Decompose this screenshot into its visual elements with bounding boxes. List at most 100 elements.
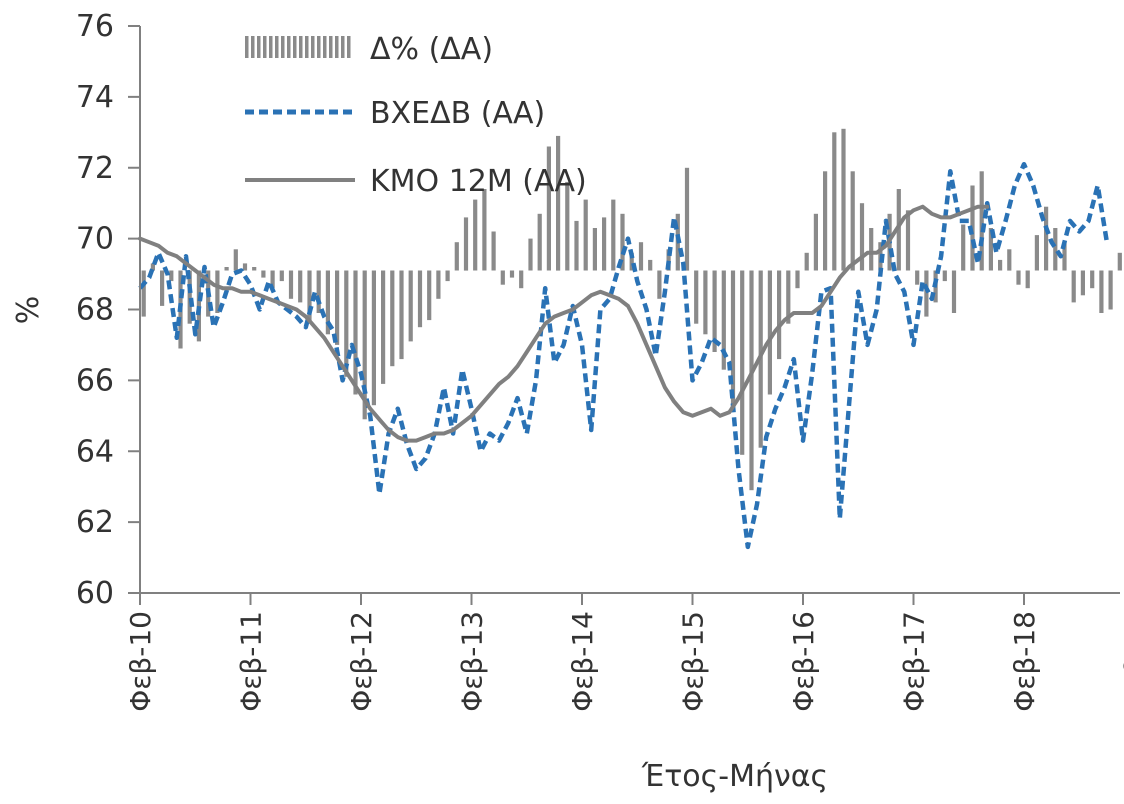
bar-mark: [1118, 253, 1122, 271]
bar-mark: [482, 189, 486, 271]
bar-mark: [1081, 271, 1085, 296]
legend-label: Δ% (ΔΑ): [370, 32, 493, 67]
bar-mark: [1099, 271, 1103, 314]
bar-mark: [446, 271, 450, 282]
x-tick-label: Φεβ-10: [124, 611, 157, 712]
bar-mark: [694, 271, 698, 324]
legend-swatch-stripe: [317, 36, 321, 58]
legend-swatch-stripe: [269, 36, 273, 58]
legend-swatch-stripe: [281, 36, 285, 58]
bar-mark: [795, 271, 799, 289]
bar-mark: [943, 271, 947, 282]
legend-swatch-stripe: [341, 36, 345, 58]
x-tick-label: Φεβ-19: [1119, 611, 1124, 712]
bar-mark: [418, 271, 422, 328]
y-tick-label: 62: [76, 505, 114, 540]
bar-mark: [344, 271, 348, 377]
bar-mark: [1072, 271, 1076, 303]
bar-mark: [648, 260, 652, 271]
y-tick-label: 68: [76, 293, 114, 328]
bar-mark: [1026, 271, 1030, 289]
bar-mark: [261, 271, 265, 278]
bar-mark: [225, 267, 229, 271]
bar-mark: [556, 136, 560, 271]
y-tick-label: 74: [76, 80, 114, 115]
bar-mark: [353, 271, 357, 395]
legend-swatch-stripe: [299, 36, 303, 58]
bar-mark: [584, 200, 588, 271]
bar-mark: [390, 271, 394, 367]
bar-mark: [455, 242, 459, 270]
bar-mark: [1044, 207, 1048, 271]
bar-mark: [1109, 271, 1113, 310]
bar-mark: [1090, 271, 1094, 289]
bar-mark: [841, 129, 845, 271]
bar-mark: [317, 271, 321, 314]
y-tick-label: 72: [76, 151, 114, 186]
bar-mark: [602, 217, 606, 270]
bar-mark: [1053, 228, 1057, 271]
y-tick-label: 76: [76, 9, 114, 44]
bar-mark: [160, 271, 164, 306]
legend-swatch-bar: [245, 36, 351, 58]
bar-mark: [501, 271, 505, 285]
bar-mark: [519, 271, 523, 289]
x-tick-label: Φεβ-16: [787, 611, 820, 712]
legend-swatch-stripe: [293, 36, 297, 58]
bar-mark: [832, 132, 836, 270]
bar-mark: [657, 271, 661, 299]
bar-mark: [915, 271, 919, 285]
bar-mark: [436, 271, 440, 299]
y-axis-title: %: [11, 296, 46, 325]
legend-swatch-stripe: [335, 36, 339, 58]
x-tick-label: Φεβ-18: [1008, 611, 1041, 712]
bar-mark: [805, 253, 809, 271]
bar-mark: [961, 225, 965, 271]
y-tick-label: 70: [76, 222, 114, 257]
bar-mark: [1016, 271, 1020, 285]
legend-swatch-stripe: [347, 36, 351, 58]
bar-mark: [528, 239, 532, 271]
bar-mark: [243, 263, 247, 270]
bar-mark: [639, 242, 643, 270]
x-tick-label: Φεβ-15: [677, 611, 710, 712]
legend-swatch-stripe: [251, 36, 255, 58]
bar-mark: [280, 271, 284, 282]
legend-swatch-stripe: [305, 36, 309, 58]
bar-mark: [142, 271, 146, 317]
x-tick-label: Φεβ-11: [235, 611, 268, 712]
y-tick-label: 64: [76, 434, 114, 469]
x-tick-label: Φεβ-12: [345, 611, 378, 712]
y-tick-label: 66: [76, 363, 114, 398]
bar-mark: [464, 217, 468, 270]
bar-mark: [703, 271, 707, 335]
bar-mark: [906, 210, 910, 270]
bar-mark: [372, 271, 376, 406]
x-tick-label: Φεβ-14: [566, 611, 599, 712]
bar-mark: [998, 260, 1002, 271]
x-axis-title: Έτος-Μήνας: [641, 759, 828, 794]
bar-mark: [307, 271, 311, 324]
bar-mark: [851, 171, 855, 270]
x-tick-label: Φεβ-13: [456, 611, 489, 712]
legend-swatch-stripe: [275, 36, 279, 58]
bar-mark: [510, 271, 514, 278]
legend-swatch-stripe: [263, 36, 267, 58]
bar-mark: [768, 271, 772, 395]
bar-mark: [777, 271, 781, 360]
legend-label: ΒΧΕΔΒ (ΑΑ): [370, 96, 545, 131]
bar-mark: [814, 214, 818, 271]
legend-label: ΚΜΟ 12Μ (ΑΑ): [370, 164, 587, 199]
bar-mark: [952, 271, 956, 314]
bar-mark: [1035, 235, 1039, 270]
bar-mark: [538, 214, 542, 271]
bar-mark: [685, 168, 689, 271]
bar-mark: [289, 271, 293, 299]
bar-mark: [924, 271, 928, 317]
bar-mark: [740, 271, 744, 455]
bar-mark: [492, 232, 496, 271]
legend-swatch-stripe: [245, 36, 249, 58]
